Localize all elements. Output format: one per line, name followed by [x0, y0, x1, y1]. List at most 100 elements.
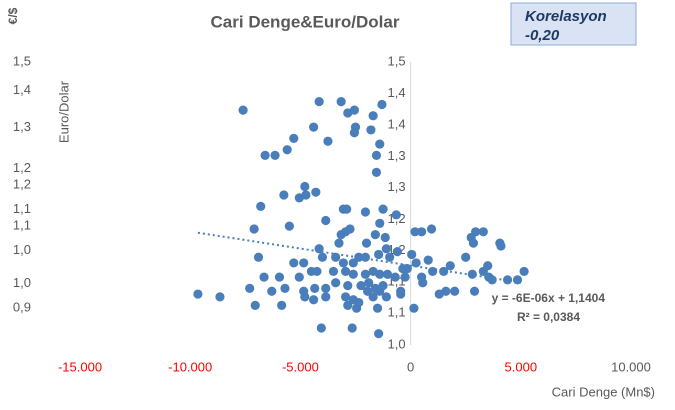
point: [334, 238, 344, 248]
y2-tick-label: 1,4: [388, 116, 406, 131]
y-tick-label: 0,9: [13, 300, 31, 315]
point: [352, 303, 362, 313]
x-tick-label: 10.000: [611, 359, 651, 374]
point: [375, 218, 385, 228]
point: [366, 125, 376, 135]
point: [519, 266, 529, 277]
point: [336, 97, 346, 107]
x-axis-title: Cari Denge (Mn$): [552, 384, 655, 399]
point: [310, 283, 320, 293]
point: [423, 255, 433, 265]
point: [450, 286, 460, 296]
y-tick-label: 1,0: [13, 275, 31, 290]
point: [340, 266, 351, 277]
point: [371, 167, 382, 177]
point: [245, 283, 255, 293]
point: [338, 204, 348, 214]
point: [348, 269, 358, 279]
point: [407, 249, 417, 260]
point: [343, 280, 353, 291]
point: [390, 272, 400, 282]
point: [250, 300, 260, 310]
point: [426, 224, 437, 234]
point: [323, 136, 333, 146]
point: [360, 207, 371, 217]
point: [375, 286, 385, 296]
point: [410, 227, 420, 237]
point: [193, 289, 203, 299]
y-tick-label: 1,1: [13, 201, 31, 216]
point: [348, 258, 358, 268]
point: [331, 278, 341, 288]
point: [377, 99, 387, 110]
point: [279, 190, 289, 200]
point: [378, 204, 388, 214]
point: [312, 266, 322, 277]
point: [368, 111, 378, 121]
point: [391, 210, 401, 220]
point: [299, 258, 309, 268]
point: [363, 286, 373, 296]
corner-label: €/$: [6, 7, 20, 24]
y-tick-label: 1,3: [13, 119, 31, 134]
point: [439, 266, 449, 277]
chart-title: Cari Denge&Euro/Dolar: [211, 12, 400, 31]
x-tick-label: -5.000: [282, 359, 319, 374]
point: [259, 272, 269, 282]
point: [282, 145, 292, 155]
point: [284, 221, 294, 231]
point: [253, 252, 264, 262]
point: [340, 227, 351, 237]
point: [375, 269, 385, 279]
point: [277, 300, 287, 310]
point: [289, 258, 299, 268]
x-tick-label: 0: [407, 359, 414, 374]
point: [294, 193, 304, 203]
point: [328, 266, 339, 277]
point: [343, 300, 353, 310]
y-tick-label: 1,2: [13, 176, 31, 191]
point: [381, 292, 391, 302]
y2-tick-label: 1,5: [388, 53, 406, 68]
point: [280, 283, 290, 293]
point: [238, 105, 248, 115]
point: [428, 266, 438, 277]
point: [249, 224, 259, 234]
point: [311, 187, 321, 197]
point: [466, 232, 476, 243]
point: [270, 150, 280, 160]
trendline-r-squared: R² = 0,0384: [517, 310, 580, 324]
point: [374, 329, 384, 339]
point: [260, 150, 270, 160]
point: [267, 286, 277, 296]
y2-tick-label: 1,1: [388, 305, 406, 320]
point: [321, 292, 331, 302]
y2-tick-label: 1,3: [388, 148, 406, 163]
point: [381, 244, 391, 254]
point: [487, 275, 497, 285]
y-tick-label: 1,4: [13, 82, 31, 97]
point: [496, 241, 506, 251]
point: [382, 269, 393, 279]
point: [316, 323, 326, 333]
x-tick-label: 5.000: [505, 359, 538, 374]
point: [409, 303, 419, 313]
point: [398, 263, 408, 274]
point: [289, 133, 299, 144]
point: [343, 108, 353, 118]
y2-tick-label: 1,3: [388, 179, 406, 194]
point: [371, 150, 382, 160]
point: [445, 261, 455, 271]
point: [417, 227, 427, 237]
point: [372, 303, 383, 313]
point: [360, 269, 371, 279]
y-tick-label: 1,1: [13, 217, 31, 232]
point: [441, 286, 451, 296]
point: [478, 227, 488, 237]
point: [321, 215, 331, 226]
point: [274, 272, 285, 282]
point: [418, 278, 428, 288]
annotation: -0,20: [525, 27, 560, 44]
point: [392, 247, 402, 257]
